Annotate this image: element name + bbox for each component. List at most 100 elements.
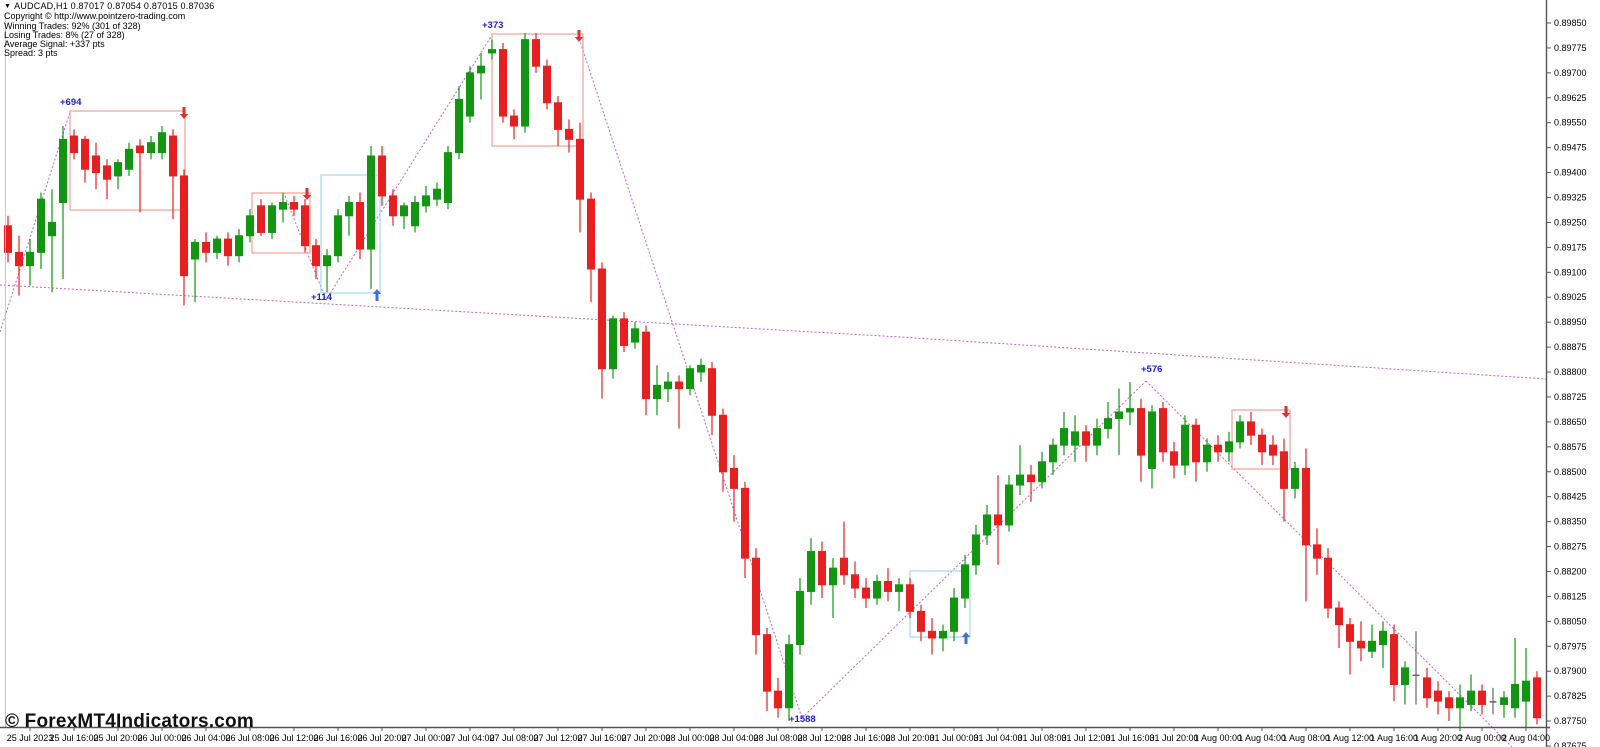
time-label: 25 Jul 16:00	[49, 733, 98, 743]
price-label: 0.88500	[1554, 467, 1587, 477]
candle-body	[917, 610, 925, 632]
candle-body	[631, 328, 639, 343]
candle-body	[1379, 630, 1387, 646]
candle-body	[1071, 431, 1079, 446]
trendline[interactable]	[0, 284, 1547, 380]
candle-body	[840, 557, 848, 576]
indicator-average-line: Average Signal: +337 pts	[4, 39, 105, 50]
candle-body	[1192, 424, 1200, 463]
candle-body	[213, 238, 221, 253]
candle-body	[367, 155, 375, 250]
candle-body	[928, 630, 936, 639]
candle-body	[1225, 441, 1233, 453]
sell-arrow-icon[interactable]	[179, 107, 189, 119]
candle-body	[1313, 544, 1321, 559]
candle-body	[752, 557, 760, 636]
profit-label[interactable]: +114	[311, 292, 333, 303]
chart-title-block: ▼ AUDCAD,H1 0.87017 0.87054 0.87015 0.870…	[4, 1, 215, 59]
buy-arrow-icon[interactable]	[961, 632, 971, 644]
price-label: 0.89850	[1554, 18, 1587, 28]
price-label: 0.89400	[1554, 168, 1587, 178]
time-label: 1 Aug 12:00	[1326, 733, 1374, 743]
candle-body	[345, 202, 353, 217]
candle-body	[587, 198, 595, 270]
price-label: 0.89025	[1554, 292, 1587, 302]
sell-arrow-icon[interactable]	[574, 30, 584, 42]
sell-arrow-icon[interactable]	[1281, 406, 1291, 418]
zigzag-segment[interactable]	[0, 111, 71, 333]
candle-body	[642, 331, 650, 400]
indicator-copyright-line: Copyright © http://www.pointzero-trading…	[4, 11, 186, 22]
profit-label[interactable]: +1588	[789, 714, 816, 725]
sell-signal-box[interactable]	[1231, 409, 1291, 470]
candle-body	[103, 165, 111, 180]
time-label: 1 Aug 04:00	[1238, 733, 1286, 743]
price-label: 0.89775	[1554, 43, 1587, 53]
candle-body	[147, 142, 155, 154]
candle-body	[510, 115, 518, 127]
candle-body	[1390, 634, 1398, 686]
candle-body	[774, 690, 782, 709]
time-label: 28 Jul 20:00	[885, 733, 934, 743]
price-label: 0.89100	[1554, 267, 1587, 277]
zigzag-segment[interactable]	[284, 195, 327, 301]
buy-arrow-icon[interactable]	[372, 289, 382, 301]
price-label: 0.89625	[1554, 93, 1587, 103]
sell-arrow-icon[interactable]	[302, 188, 312, 200]
candle-body	[191, 241, 199, 260]
candle-body	[37, 198, 45, 253]
candle-body	[455, 98, 463, 154]
candle-body	[4, 225, 12, 253]
candle-body	[862, 587, 870, 599]
candle-body	[1280, 451, 1288, 489]
profit-label[interactable]: +576	[1141, 364, 1162, 375]
indicator-spread-line: Spread: 3 pts	[4, 48, 58, 59]
price-label: 0.88350	[1554, 517, 1587, 527]
price-label: 0.88050	[1554, 616, 1587, 626]
candle-body	[532, 39, 540, 67]
price-label: 0.88800	[1554, 367, 1587, 377]
sell-signal-box[interactable]	[491, 33, 584, 147]
symbol-ohlc-text: AUDCAD,H1 0.87017 0.87054 0.87015 0.8703…	[14, 1, 215, 11]
candle-body	[620, 318, 628, 346]
profit-label[interactable]: +373	[482, 20, 503, 31]
time-label: 31 Jul 16:00	[1105, 733, 1154, 743]
candle-body	[521, 39, 529, 127]
candle-body	[1170, 451, 1178, 466]
candle-body	[400, 205, 408, 217]
profit-label[interactable]: +694	[60, 97, 82, 108]
time-label: 1 Aug 20:00	[1414, 733, 1462, 743]
candle-body	[1511, 684, 1519, 709]
candle-body	[950, 597, 958, 632]
candle-body	[301, 205, 309, 247]
candle-body	[389, 195, 397, 217]
candle-body	[543, 65, 551, 104]
candle-body	[708, 368, 716, 416]
candle-body	[257, 205, 265, 233]
price-label: 0.88650	[1554, 417, 1587, 427]
time-label: 27 Jul 08:00	[489, 733, 538, 743]
price-label: 0.88875	[1554, 342, 1587, 352]
candle-body	[466, 72, 474, 117]
candle-body	[873, 580, 881, 599]
buy-signal-box[interactable]	[320, 174, 381, 294]
candle-body	[1049, 444, 1057, 463]
time-label: 28 Jul 04:00	[709, 733, 758, 743]
candle-body	[180, 175, 188, 277]
zigzag-segment[interactable]	[325, 34, 493, 301]
candle-body	[433, 188, 441, 200]
sell-signal-box[interactable]	[69, 110, 186, 211]
candle-body	[1423, 677, 1431, 699]
time-label: 26 Jul 12:00	[269, 733, 318, 743]
candle-body	[59, 138, 67, 204]
symbol-title-line: ▼ AUDCAD,H1 0.87017 0.87054 0.87015 0.870…	[4, 1, 215, 12]
candle-body	[1291, 467, 1299, 489]
candle-body	[664, 381, 672, 390]
price-label: 0.87975	[1554, 641, 1587, 651]
price-label: 0.87825	[1554, 691, 1587, 701]
time-label: 26 Jul 16:00	[313, 733, 362, 743]
candle-body	[730, 467, 738, 489]
candle-body	[1467, 690, 1475, 705]
candle-body	[565, 128, 573, 140]
